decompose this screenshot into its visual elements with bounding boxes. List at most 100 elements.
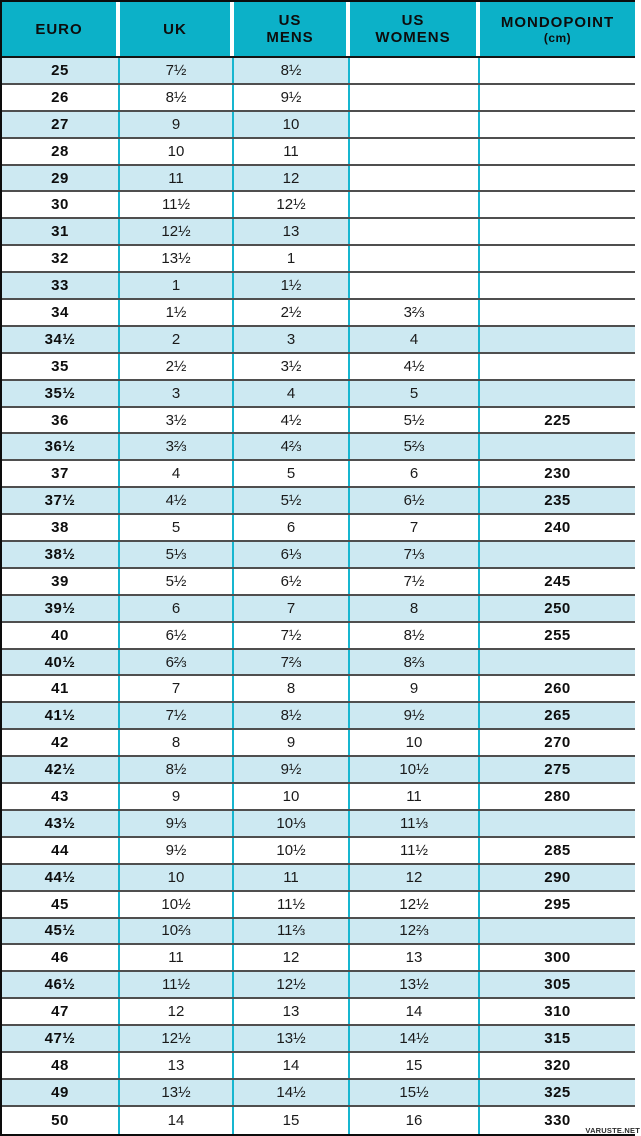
cell-mondopoint	[480, 353, 635, 379]
column-header-us-womens: US WOMENS	[350, 2, 480, 56]
cell-euro: 43	[2, 784, 120, 809]
cell-us-mens: 9½	[234, 757, 350, 783]
cell-us-mens: 7	[234, 595, 350, 621]
cell-uk: 4½	[120, 488, 234, 514]
cell-uk: 1	[120, 273, 234, 299]
cell-us-mens: 10	[234, 111, 350, 137]
cell-uk: 6⅔	[120, 649, 234, 675]
cell-uk: 7½	[120, 703, 234, 729]
cell-us-mens: 13½	[234, 1026, 350, 1051]
cell-euro: 28	[2, 138, 120, 164]
cell-uk: 3⅔	[120, 434, 234, 460]
table-row: 42 8 9 10 270	[2, 730, 635, 758]
cell-us-womens: 7⅓	[350, 542, 480, 567]
column-header-unit: (cm)	[543, 30, 572, 45]
column-header-euro: EURO	[2, 2, 120, 56]
cell-euro: 41½	[2, 703, 120, 729]
column-header-label: EURO	[35, 20, 83, 38]
cell-uk: 12½	[120, 1026, 234, 1051]
cell-euro: 47½	[2, 1026, 120, 1051]
cell-uk: 7½	[120, 58, 234, 83]
table-row: 37 4 5 6 230	[2, 461, 635, 489]
cell-us-womens: 4½	[350, 353, 480, 379]
cell-uk: 12	[120, 999, 234, 1025]
cell-mondopoint: 330	[480, 1106, 635, 1134]
table-row: 47½ 12½ 13½ 14½ 315	[2, 1026, 635, 1053]
cell-us-mens: 12	[234, 165, 350, 191]
cell-us-womens: 9½	[350, 703, 480, 729]
cell-mondopoint: 255	[480, 622, 635, 648]
cell-us-womens: 5½	[350, 407, 480, 433]
table-header-row: EURO UK US MENS US WOMENS MONDOPOINT (cm…	[2, 2, 635, 58]
cell-us-mens: 8½	[234, 58, 350, 83]
column-header-label: MONDOPOINT	[500, 13, 615, 31]
cell-euro: 32	[2, 246, 120, 272]
column-header-uk: UK	[120, 2, 234, 56]
cell-uk: 3½	[120, 407, 234, 433]
cell-euro: 45½	[2, 918, 120, 944]
table-row: 39½ 6 7 8 250	[2, 595, 635, 623]
cell-us-womens: 15½	[350, 1079, 480, 1105]
cell-us-mens: 13	[234, 219, 350, 245]
cell-uk: 13	[120, 1052, 234, 1078]
cell-mondopoint	[480, 380, 635, 406]
table-row: 44½ 10 11 12 290	[2, 864, 635, 892]
table-row: 37½ 4½ 5½ 6½ 235	[2, 488, 635, 516]
cell-mondopoint	[480, 84, 635, 110]
cell-us-womens: 13	[350, 945, 480, 971]
column-header-mondopoint: MONDOPOINT (cm)	[480, 2, 635, 56]
cell-us-mens: 14	[234, 1052, 350, 1078]
cell-us-mens: 11⅔	[234, 918, 350, 944]
cell-us-womens: 8⅔	[350, 649, 480, 675]
cell-euro: 44	[2, 837, 120, 863]
cell-uk: 10½	[120, 891, 234, 917]
cell-euro: 47	[2, 999, 120, 1025]
cell-uk: 9	[120, 111, 234, 137]
cell-us-womens: 5	[350, 380, 480, 406]
cell-us-womens	[350, 246, 480, 272]
cell-mondopoint: 300	[480, 945, 635, 971]
cell-euro: 34½	[2, 326, 120, 352]
table-row: 33 1 1½	[2, 273, 635, 301]
cell-euro: 34	[2, 300, 120, 325]
cell-euro: 35	[2, 353, 120, 379]
cell-euro: 49	[2, 1079, 120, 1105]
cell-us-womens: 5⅔	[350, 434, 480, 460]
cell-mondopoint: 290	[480, 864, 635, 890]
cell-us-mens: 1½	[234, 273, 350, 299]
cell-euro: 43½	[2, 810, 120, 836]
table-row: 29 11 12	[2, 165, 635, 193]
table-row: 34½ 2 3 4	[2, 326, 635, 354]
cell-us-mens: 14½	[234, 1079, 350, 1105]
cell-us-womens	[350, 165, 480, 191]
cell-us-womens: 6½	[350, 488, 480, 514]
cell-us-womens	[350, 111, 480, 137]
cell-euro: 30	[2, 192, 120, 218]
cell-us-mens: 15	[234, 1106, 350, 1134]
table-row: 43½ 9⅓ 10⅓ 11⅓	[2, 810, 635, 838]
column-header-label: UK	[163, 20, 187, 38]
cell-us-mens: 1	[234, 246, 350, 272]
cell-mondopoint: 265	[480, 703, 635, 729]
cell-us-mens: 4	[234, 380, 350, 406]
cell-uk: 12½	[120, 219, 234, 245]
column-header-label: US	[278, 12, 302, 29]
cell-euro: 37	[2, 461, 120, 487]
cell-us-mens: 3	[234, 326, 350, 352]
table-row: 35 2½ 3½ 4½	[2, 353, 635, 381]
cell-uk: 8½	[120, 84, 234, 110]
table-row: 36 3½ 4½ 5½ 225	[2, 407, 635, 435]
cell-uk: 8	[120, 730, 234, 756]
cell-mondopoint	[480, 246, 635, 272]
cell-uk: 10	[120, 138, 234, 164]
cell-euro: 36	[2, 407, 120, 433]
cell-uk: 5	[120, 515, 234, 541]
cell-uk: 11	[120, 165, 234, 191]
cell-mondopoint: 280	[480, 784, 635, 809]
cell-us-mens: 6	[234, 515, 350, 541]
cell-us-mens: 5½	[234, 488, 350, 514]
cell-uk: 13½	[120, 246, 234, 272]
cell-us-womens: 8	[350, 595, 480, 621]
cell-us-womens: 4	[350, 326, 480, 352]
cell-euro: 29	[2, 165, 120, 191]
